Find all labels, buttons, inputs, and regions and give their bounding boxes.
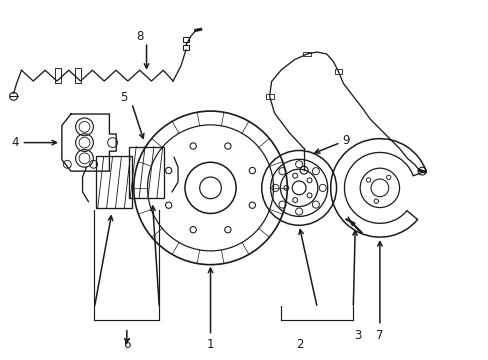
Text: 3: 3	[354, 329, 361, 342]
Bar	[303, 51, 310, 57]
Bar	[96, 156, 131, 208]
Text: 8: 8	[136, 30, 143, 43]
Text: 5: 5	[120, 91, 127, 104]
Bar	[55, 68, 61, 83]
Text: 9: 9	[342, 134, 349, 147]
Bar	[128, 147, 164, 198]
Text: 6: 6	[123, 338, 130, 351]
Bar	[75, 68, 81, 83]
Bar	[183, 45, 188, 50]
Bar	[183, 37, 188, 42]
Text: 7: 7	[375, 329, 383, 342]
Bar	[334, 69, 342, 74]
Text: 1: 1	[206, 338, 214, 351]
Bar	[265, 94, 273, 99]
Text: 4: 4	[12, 136, 20, 149]
Text: 2: 2	[295, 338, 303, 351]
